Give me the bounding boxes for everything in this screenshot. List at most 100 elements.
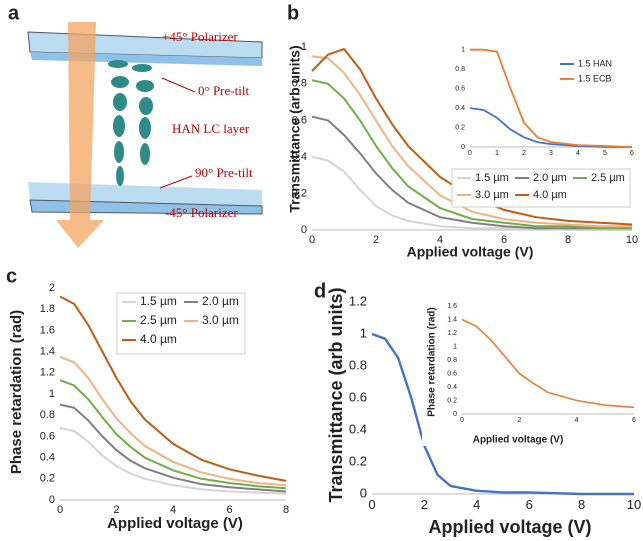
y-tick-label: 2 [49,282,55,294]
line [59,355,287,487]
x-tick-label: 6 [501,234,507,246]
y-tick-label: 1.6 [447,303,457,310]
y-tick-label: 0.8 [292,78,307,90]
y-tick-label: 0.2 [40,473,55,485]
x-tick-label: 8 [578,497,585,512]
y-tick-label: 1 [360,325,367,340]
y-tick-label: 0.2 [455,124,465,131]
x-tick-label: 3 [549,150,553,157]
y-tick-label: 0.6 [292,114,307,126]
line [469,107,632,148]
y-tick-label: 0.4 [349,421,367,436]
y-tick-label: 1.4 [40,346,55,358]
y-tick-label: 1.8 [40,303,55,315]
y-tick-label: 0.8 [455,66,465,73]
y-tick-label: 0.2 [292,187,307,199]
x-axis-title: Applied voltage (V) [473,435,564,446]
legend-label: 1.5 ECB [578,73,612,83]
legend-label: 2.5 µm [140,313,177,327]
line [59,426,287,495]
inset-background [450,32,638,161]
y-tick-label: 0.4 [40,452,55,464]
pointer [159,175,193,189]
x-tick-label: 6 [226,504,232,516]
x-tick-label: 4 [170,504,176,516]
legend-label: 3.0 µm [202,313,239,327]
line [311,79,632,230]
x-tick-label: 2 [373,234,379,246]
line [311,115,632,230]
y-tick-label: 0 [360,485,367,500]
y-axis-title: Transmittance (arb units) [287,45,303,212]
y-tick-label: 1 [453,343,457,350]
line [461,318,635,409]
y-axis-title: Phase retardation (rad) [8,310,25,474]
x-tick-label: 10 [626,234,638,246]
y-tick-label: 0.8 [447,357,457,364]
x-tick-label: 8 [565,234,571,246]
y-tick-label: 0.4 [292,151,307,163]
line [59,379,287,490]
x-tick-label: 6 [632,417,636,424]
x-tick-label: 4 [437,234,443,246]
y-tick-label: 1.2 [349,293,367,308]
y-tick-label: 0.4 [455,105,465,112]
x-tick-label: 4 [473,497,480,512]
legend-box [116,292,246,355]
x-tick-label: 0 [368,497,375,512]
line [470,48,633,148]
x-tick-label: 6 [526,497,533,512]
y-tick-label: 0.6 [40,430,55,442]
x-tick-label: 8 [283,504,289,516]
line [59,295,287,482]
y-tick-label: 1 [49,388,55,400]
y-tick-label: 0.8 [349,357,367,372]
legend-label: 1.5 µm [140,294,177,308]
legend-label: 4.0 µm [533,189,567,201]
diagram-label: 0° Pre-tilt [198,83,249,98]
x-axis-title: Applied voltage (V) [107,515,243,532]
y-tick-label: 1.4 [447,316,457,323]
x-tick-label: 0 [309,234,315,246]
x-tick-label: 5 [603,150,607,157]
light-arrow [56,22,104,248]
x-tick-label: 0 [57,504,63,516]
diagram-label: HAN LC layer [172,121,250,136]
lc-molecules [108,60,154,186]
y-tick-label: 0.8 [40,409,55,421]
diagram-label: -45° Polarizer [165,205,238,220]
legend-label: 2.0 µm [533,172,567,184]
legend-box [451,168,631,208]
legend-label: 1.5 µm [475,172,509,184]
panel-label: c [6,265,17,287]
x-tick-label: 2 [421,497,428,512]
x-tick-label: 2 [113,504,119,516]
y-tick-label: 0 [453,411,457,418]
y-tick-label: 1.2 [447,330,457,337]
x-tick-label: 0 [460,417,464,424]
x-tick-label: 2 [517,417,521,424]
x-tick-label: 10 [627,497,641,512]
y-tick-label: 0.6 [455,85,465,92]
x-tick-label: 0 [468,150,472,157]
x-axis-title: Applied voltage (V) [428,517,591,537]
y-tick-label: 0.2 [349,453,367,468]
x-tick-label: 1 [495,150,499,157]
y-tick-label: 0.4 [447,384,457,391]
x-tick-label: 6 [630,150,634,157]
y-tick-label: 1 [301,41,307,53]
panel-label: b [287,2,299,24]
line [311,155,632,231]
line [311,55,632,228]
inset-background [422,298,640,446]
diagram: a +45° Polarizer 0° Pre-tilt HAN LC laye… [8,2,263,248]
legend-label: 3.0 µm [475,189,509,201]
panel-label: a [8,2,20,24]
diagram-label: 90° Pre-tilt [195,165,253,180]
x-tick-label: 4 [576,150,580,157]
line [59,403,287,493]
y-tick-label: 0.6 [447,370,457,377]
x-tick-label: 4 [575,417,579,424]
x-tick-label: 2 [522,150,526,157]
y-axis-title: Transmittance (arb units) [326,287,346,502]
